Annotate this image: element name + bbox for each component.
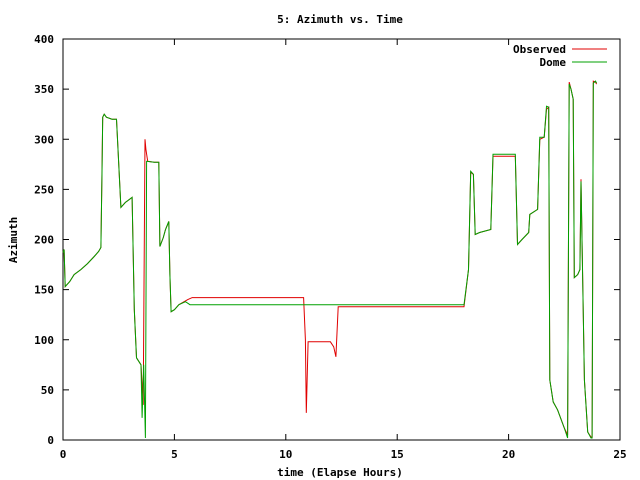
y-tick-label: 150 bbox=[34, 284, 54, 297]
x-tick-label: 10 bbox=[279, 448, 292, 461]
x-tick-label: 25 bbox=[613, 448, 626, 461]
y-tick-label: 200 bbox=[34, 234, 54, 247]
legend-label: Observed bbox=[513, 43, 566, 56]
x-tick-label: 15 bbox=[391, 448, 404, 461]
x-tick-label: 20 bbox=[502, 448, 515, 461]
x-axis-label: time (Elapse Hours) bbox=[277, 466, 403, 479]
x-tick-label: 0 bbox=[60, 448, 67, 461]
series-layer bbox=[62, 80, 598, 439]
y-tick-label: 50 bbox=[41, 384, 54, 397]
y-axis: 0 50 100 150 200 250 300 350 400 bbox=[34, 33, 620, 447]
y-tick-label: 350 bbox=[34, 83, 54, 96]
chart-title: 5: Azimuth vs. Time bbox=[277, 13, 403, 26]
y-axis-label: Azimuth bbox=[7, 217, 20, 263]
y-tick-label: 250 bbox=[34, 183, 54, 196]
y-tick-label: 0 bbox=[47, 434, 54, 447]
y-tick-label: 400 bbox=[34, 33, 54, 46]
legend-label: Dome bbox=[540, 56, 567, 69]
y-tick-label: 100 bbox=[34, 334, 54, 347]
y-tick-label: 300 bbox=[34, 133, 54, 146]
x-axis: 0 5 10 15 20 25 bbox=[60, 39, 627, 461]
series-line-dome bbox=[62, 80, 598, 439]
x-tick-label: 5 bbox=[171, 448, 178, 461]
